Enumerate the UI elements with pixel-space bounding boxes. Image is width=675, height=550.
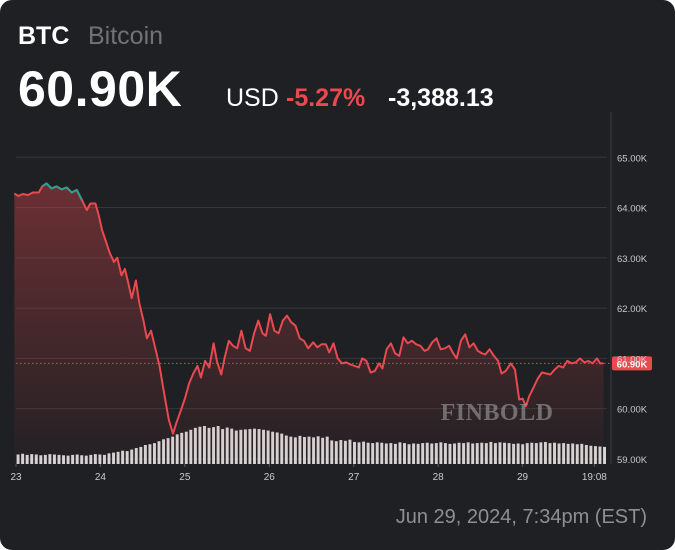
change-value: -3,388.13	[388, 84, 494, 112]
ticker-symbol: BTC	[18, 22, 70, 50]
current-price: 60.90K	[18, 61, 183, 117]
x-tick-label: 25	[179, 472, 191, 483]
y-tick-label: 63.00K	[617, 254, 648, 265]
last-price-tag	[612, 356, 652, 371]
x-tick-label: 29	[517, 472, 529, 483]
x-tick-label: 26	[264, 472, 276, 483]
x-tick-label: 23	[10, 472, 22, 483]
timestamp: Jun 29, 2024, 7:34pm (EST)	[395, 506, 647, 528]
asset-name: Bitcoin	[88, 22, 164, 50]
y-tick-label: 65.00K	[617, 153, 648, 164]
x-tick-label: 19:08	[582, 472, 607, 483]
currency-label: USD	[226, 84, 279, 112]
y-tick-label: 64.00K	[617, 204, 648, 215]
y-tick-label: 61.00K	[617, 354, 648, 365]
volume-bar	[603, 446, 606, 464]
price-line	[13, 182, 604, 435]
change-percent: -5.27%	[286, 84, 366, 112]
y-tick-label: 60.00K	[617, 405, 648, 416]
x-tick-label: 24	[95, 472, 107, 483]
last-price-label: 60.90K	[617, 359, 648, 370]
y-tick-label: 62.00K	[617, 304, 648, 315]
price-area	[14, 183, 604, 464]
finbold-watermark: FINBOLD	[441, 400, 554, 426]
x-tick-label: 27	[348, 472, 360, 483]
price-line-up-segment	[41, 182, 83, 201]
y-tick-label: 59.00K	[617, 455, 648, 466]
x-tick-label: 28	[433, 472, 445, 483]
